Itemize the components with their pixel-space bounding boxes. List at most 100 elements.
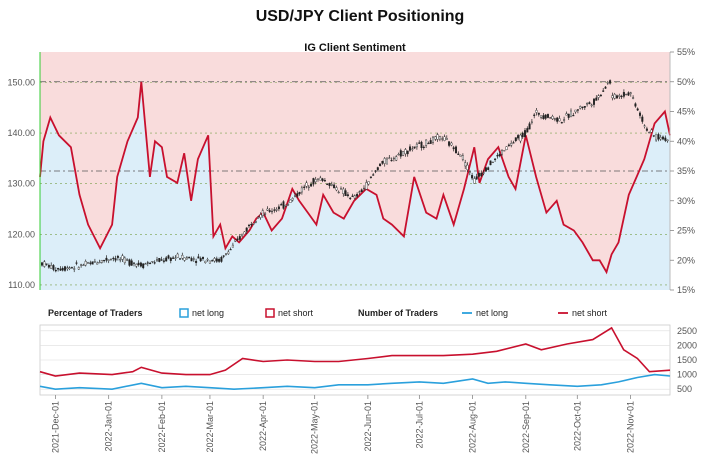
page-title: USD/JPY Client Positioning <box>255 8 465 25</box>
price-candle-body <box>512 142 515 144</box>
price-candle-body <box>176 253 179 258</box>
price-candle-body <box>434 136 437 140</box>
price-candle-body <box>73 268 76 270</box>
price-candle-body <box>257 217 260 219</box>
price-candle-body <box>381 160 384 164</box>
price-candle-body <box>581 106 584 109</box>
price-candle-body <box>86 262 89 264</box>
price-candle-body <box>54 270 57 272</box>
price-candle-body <box>158 258 161 262</box>
price-candle-body <box>468 171 471 173</box>
price-candle-body <box>107 259 110 261</box>
price-candle-body <box>252 223 255 225</box>
price-candle-body <box>275 209 278 211</box>
price-candle-body <box>530 121 533 123</box>
price-candle-body <box>517 135 520 139</box>
price-candle-body <box>222 255 225 257</box>
price-candle-body <box>185 257 188 260</box>
price-candle-body <box>208 260 211 264</box>
price-candle-body <box>303 186 306 188</box>
price-candle-body <box>146 262 149 264</box>
price-candle-body <box>84 261 87 266</box>
price-candle-body <box>542 115 545 119</box>
percent-tick-label: 45% <box>677 107 695 117</box>
price-candle-body <box>174 257 177 259</box>
price-candle-body <box>351 195 354 197</box>
price-candle-body <box>422 146 425 149</box>
price-candle-body <box>415 143 418 148</box>
price-candle-body <box>363 187 366 190</box>
price-candle-body <box>478 173 481 177</box>
price-candle-body <box>374 170 377 172</box>
price-candle-body <box>98 262 101 264</box>
price-candle-body <box>606 82 609 84</box>
price-candle-body <box>139 262 142 267</box>
price-candle-body <box>406 150 409 155</box>
price-candle-body <box>498 153 501 157</box>
price-candle-body <box>344 190 347 197</box>
percent-tick-label: 55% <box>677 47 695 57</box>
price-candle-body <box>80 264 83 266</box>
price-candle-body <box>461 155 464 160</box>
price-candle-body <box>45 263 48 265</box>
price-candle-body <box>365 182 368 190</box>
price-candle-body <box>475 176 478 180</box>
price-candle-body <box>392 157 395 160</box>
price-candle-body <box>390 159 393 162</box>
price-candle-body <box>298 191 301 195</box>
price-candle-body <box>471 175 474 179</box>
price-candle-body <box>369 176 372 178</box>
price-candle-body <box>639 112 642 116</box>
price-candle-body <box>489 160 492 166</box>
price-candle-body <box>261 210 264 216</box>
price-candle-body <box>70 267 73 269</box>
date-tick-label: 2022-Jun-01 <box>363 401 373 452</box>
price-candle-body <box>595 97 598 101</box>
price-candle-body <box>305 182 308 187</box>
long-zone-fill <box>40 81 670 290</box>
traders-tick-label: 2000 <box>677 340 697 350</box>
price-candle-body <box>558 118 561 122</box>
price-candle-body <box>190 258 193 262</box>
price-candle-body <box>323 180 326 182</box>
price-candle-body <box>337 191 340 194</box>
price-candle-body <box>82 264 85 267</box>
price-candle-body <box>167 255 170 259</box>
date-tick-label: 2022-Nov-01 <box>626 401 636 453</box>
price-candle-body <box>634 103 637 107</box>
price-candle-body <box>211 260 214 262</box>
date-axis-ticks: 2021-Dec-01 2022-Jan-01 2022-Feb-01 2022-Ma… <box>50 395 636 454</box>
price-candle-body <box>383 158 386 164</box>
price-candle-body <box>181 254 184 259</box>
price-candle-body <box>372 174 375 176</box>
sentiment-panel: 110.00 120.00 130.00 140.00 150.00 15% 20% 25%… <box>7 42 695 295</box>
price-candle-body <box>291 198 294 201</box>
price-candle-body <box>330 184 333 186</box>
traders-tick-label: 500 <box>677 384 692 394</box>
price-candle-body <box>404 149 407 155</box>
price-candle-body <box>586 103 589 105</box>
price-candle-body <box>340 188 343 190</box>
price-candle-body <box>349 197 352 200</box>
price-candle-body <box>224 253 227 255</box>
legend: Percentage of Traders net long net short… <box>48 308 608 318</box>
percent-tick-label: 25% <box>677 226 695 236</box>
net-short-count-line <box>39 326 671 377</box>
price-candle-body <box>505 146 508 150</box>
price-candle-body <box>142 263 145 269</box>
price-candle-body <box>448 141 451 146</box>
percent-tick-label: 35% <box>677 166 695 176</box>
price-candle-body <box>266 208 269 211</box>
price-candle-body <box>356 194 359 197</box>
legend-pct-net-short: net short <box>278 308 314 318</box>
price-candle-body <box>574 109 577 113</box>
price-candle-body <box>215 258 218 262</box>
price-candle-body <box>218 259 221 262</box>
price-candle-body <box>450 142 453 146</box>
traders-tick-label: 1000 <box>677 370 697 380</box>
price-candle-body <box>602 90 605 92</box>
date-tick-label: 2022-Oct-01 <box>572 401 582 451</box>
price-candle-body <box>443 136 446 141</box>
date-tick-label: 2022-Jan-01 <box>104 401 114 452</box>
